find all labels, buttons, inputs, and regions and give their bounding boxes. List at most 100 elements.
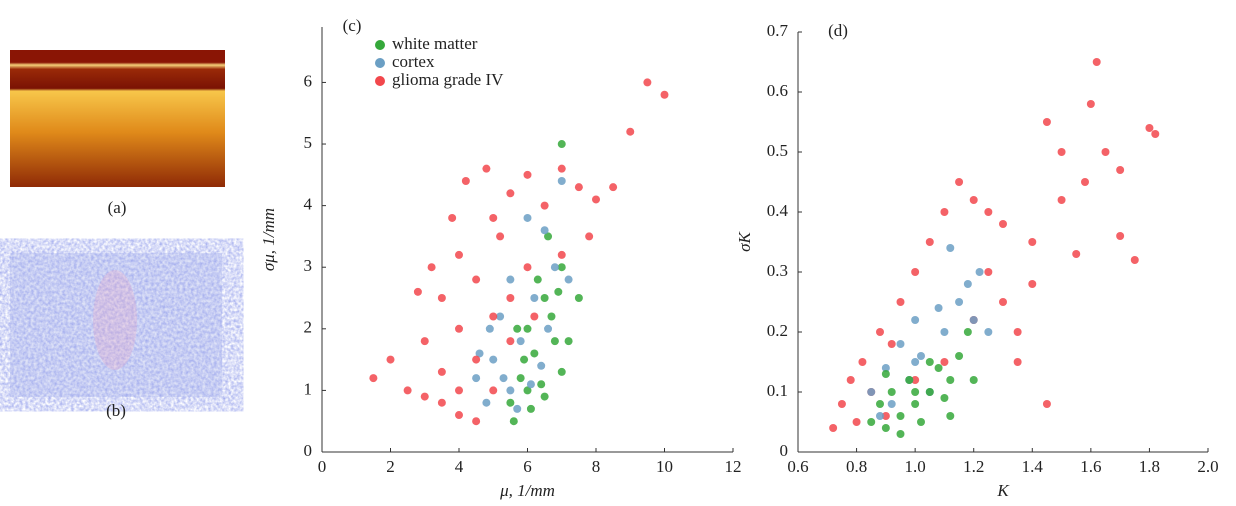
point — [626, 127, 635, 136]
point — [564, 275, 573, 284]
point — [506, 189, 515, 198]
point — [911, 400, 920, 408]
x-tick-label: 1.4 — [1022, 457, 1044, 476]
point — [955, 352, 964, 360]
point — [984, 208, 993, 216]
point — [537, 380, 546, 389]
x-tick-label: 6 — [523, 457, 532, 476]
point — [896, 412, 905, 420]
point — [1101, 148, 1110, 156]
point — [592, 195, 600, 204]
point — [881, 364, 890, 372]
point — [472, 355, 481, 364]
point — [482, 164, 491, 173]
oct-image — [10, 50, 225, 187]
point — [1013, 358, 1022, 366]
point — [975, 268, 984, 276]
y-tick-label: 0.4 — [767, 201, 789, 220]
point — [660, 90, 669, 99]
point — [530, 349, 539, 358]
y-tick-label: 3 — [304, 256, 313, 275]
x-tick-label: 1.6 — [1080, 457, 1101, 476]
x-tick-label: 0 — [318, 457, 327, 476]
point — [472, 374, 481, 383]
image-label: (b) — [106, 401, 126, 420]
point — [955, 298, 964, 306]
point — [523, 263, 532, 272]
point — [506, 337, 515, 346]
point — [911, 358, 920, 366]
point — [911, 268, 920, 276]
point — [984, 328, 993, 336]
point — [846, 376, 855, 384]
point — [946, 412, 955, 420]
point — [550, 337, 559, 346]
point — [917, 418, 925, 426]
point — [386, 355, 395, 364]
point — [609, 183, 618, 192]
point — [499, 374, 508, 383]
point — [455, 250, 463, 259]
point — [427, 263, 436, 272]
point — [876, 400, 884, 408]
point — [1116, 232, 1125, 240]
point — [946, 376, 955, 384]
point — [489, 355, 498, 364]
point — [455, 411, 463, 420]
point — [963, 328, 972, 336]
point — [489, 386, 498, 395]
point — [984, 268, 993, 276]
y-tick-label: 4 — [304, 195, 313, 214]
point — [925, 238, 934, 246]
y-tick-label: 2 — [304, 318, 313, 337]
point — [513, 404, 522, 413]
point — [540, 226, 549, 235]
panel-label: (c) — [343, 16, 362, 35]
point — [437, 398, 446, 407]
point — [523, 386, 532, 395]
legend-marker — [375, 40, 385, 50]
point — [940, 358, 949, 366]
y-tick-label: 6 — [304, 71, 313, 90]
point — [896, 298, 905, 306]
x-tick-label: 4 — [455, 457, 464, 476]
point — [475, 349, 484, 358]
point — [1042, 400, 1051, 408]
y-tick-label: 5 — [304, 133, 313, 152]
point — [955, 178, 964, 186]
point — [455, 386, 463, 395]
point — [1057, 148, 1066, 156]
point — [852, 418, 861, 426]
point — [523, 324, 532, 333]
point — [554, 287, 563, 296]
map-image — [10, 253, 222, 397]
x-tick-label: 0.6 — [787, 457, 808, 476]
legend-label: glioma grade IV — [392, 70, 504, 89]
point — [1072, 250, 1081, 258]
point — [540, 294, 549, 303]
point — [881, 412, 890, 420]
map-highlight — [93, 270, 137, 370]
point — [544, 232, 553, 241]
point — [482, 398, 491, 407]
point — [489, 213, 498, 222]
point — [557, 164, 566, 173]
y-tick-label: 0.5 — [767, 141, 788, 160]
point — [925, 388, 934, 396]
legend-label: white matter — [392, 34, 478, 53]
point — [1116, 166, 1125, 174]
point — [523, 213, 532, 222]
point — [905, 376, 914, 384]
y-tick-label: 1 — [304, 379, 313, 398]
point — [1151, 130, 1160, 138]
point — [887, 400, 896, 408]
point — [550, 263, 559, 272]
point — [530, 294, 539, 303]
x-tick-label: 2 — [386, 457, 395, 476]
point — [526, 404, 535, 413]
x-tick-label: 2.0 — [1197, 457, 1218, 476]
legend-marker — [375, 58, 385, 68]
point — [520, 355, 529, 364]
point — [448, 213, 457, 222]
point — [461, 176, 470, 185]
